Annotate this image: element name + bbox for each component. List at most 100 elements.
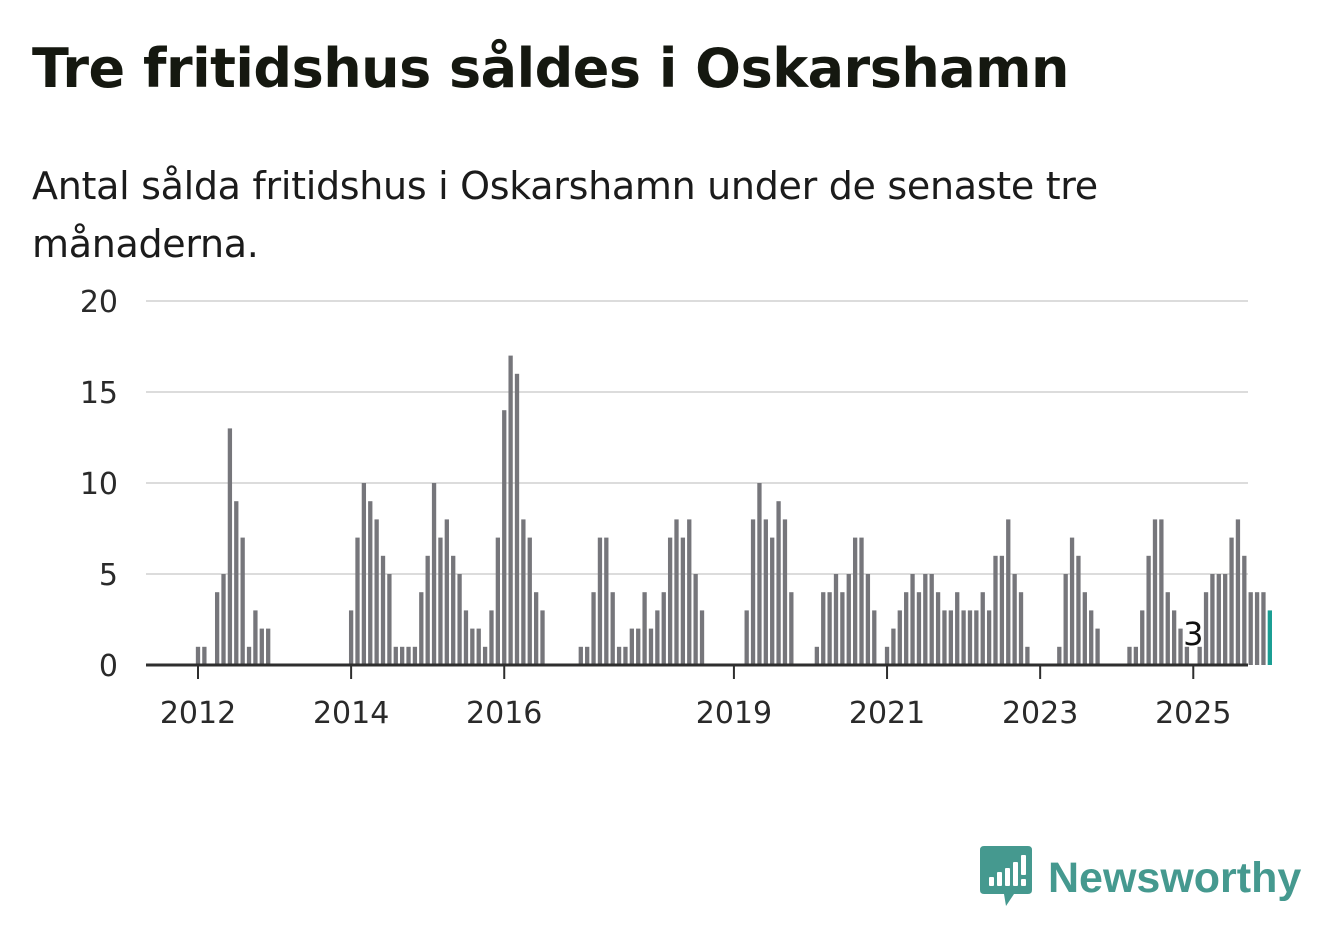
bar — [763, 519, 768, 665]
bar — [1261, 592, 1266, 665]
bar — [578, 646, 583, 665]
bar — [782, 519, 788, 665]
bar — [961, 610, 966, 665]
bar — [776, 501, 781, 665]
bar — [451, 555, 456, 665]
bar — [495, 537, 501, 665]
bar — [789, 592, 794, 665]
x-tick-label: 2023 — [1002, 696, 1078, 731]
bar — [667, 537, 673, 665]
bar — [948, 610, 953, 665]
bar — [1012, 574, 1017, 665]
x-tick-label: 2012 — [160, 696, 236, 731]
bar — [636, 628, 641, 665]
bar — [1229, 537, 1234, 665]
bar — [444, 519, 449, 665]
bar — [1171, 610, 1177, 665]
x-tick-label: 2021 — [849, 696, 925, 731]
y-axis-tick-labels: 0 5 10 15 20 — [80, 285, 118, 684]
bar — [380, 555, 386, 665]
bar — [757, 483, 762, 665]
bar — [514, 373, 520, 665]
bar — [591, 592, 596, 665]
bar — [642, 592, 647, 665]
y-tick-label: 5 — [99, 558, 118, 593]
bar — [1127, 646, 1132, 665]
bar — [253, 610, 258, 665]
bar — [597, 537, 603, 665]
bar — [1184, 646, 1190, 665]
bar — [604, 537, 609, 665]
value-annotation: 3 — [1183, 615, 1203, 653]
bar — [661, 592, 666, 665]
bar — [502, 410, 507, 665]
y-tick-label: 20 — [80, 285, 118, 320]
bar — [482, 646, 488, 665]
bar — [214, 592, 220, 665]
bar — [846, 574, 851, 665]
bar — [195, 646, 201, 665]
bar — [1203, 592, 1209, 665]
bar — [1076, 555, 1081, 665]
bar — [1178, 628, 1183, 665]
bar — [986, 610, 992, 665]
bar — [234, 501, 239, 665]
bar — [1025, 646, 1030, 665]
bar — [463, 610, 469, 665]
bar — [1223, 574, 1228, 665]
bar — [1069, 537, 1075, 665]
bar — [1063, 574, 1068, 665]
bar — [648, 628, 654, 665]
bar — [400, 646, 405, 665]
bar — [1248, 592, 1253, 665]
bar — [897, 610, 902, 665]
bar — [623, 646, 628, 665]
bar — [1210, 574, 1215, 665]
bar — [419, 592, 424, 665]
chart-title: Tre fritidshus såldes i Oskarshamn — [32, 37, 1069, 100]
bar — [891, 628, 896, 665]
bar — [470, 628, 475, 665]
bar — [655, 610, 660, 665]
bar — [993, 555, 998, 665]
bar — [852, 537, 858, 665]
bar — [1165, 592, 1170, 665]
bar — [1242, 555, 1247, 665]
bar — [1216, 574, 1221, 665]
bar — [770, 537, 775, 665]
bar — [406, 646, 411, 665]
bar — [980, 592, 985, 665]
annotations: 3 — [1183, 615, 1203, 653]
bar — [910, 574, 915, 665]
bar — [368, 501, 373, 665]
bar — [840, 592, 845, 665]
bar — [259, 628, 264, 665]
bar-chart: 0 5 10 15 20 2012 2014 2016 2019 2021 2023 2025 3 — [80, 285, 1272, 731]
bar — [1095, 628, 1100, 665]
bar — [240, 537, 245, 665]
x-tick-label: 2025 — [1155, 696, 1231, 731]
bar — [527, 537, 532, 665]
bar — [955, 592, 960, 665]
bar — [431, 483, 437, 665]
bar — [929, 574, 934, 665]
x-axis-tick-labels: 2012 2014 2016 2019 2021 2023 2025 — [160, 696, 1232, 731]
bar — [1152, 519, 1158, 665]
bar — [942, 610, 947, 665]
grid-lines — [146, 300, 1248, 575]
bar — [923, 574, 928, 665]
bar — [533, 592, 539, 665]
bar — [1082, 592, 1087, 665]
bar — [616, 646, 622, 665]
bar — [202, 646, 207, 665]
bar — [585, 646, 590, 665]
bar — [227, 428, 233, 665]
x-tick-label: 2016 — [466, 696, 542, 731]
bar — [750, 519, 756, 665]
y-tick-label: 10 — [80, 467, 118, 502]
bar — [489, 610, 494, 665]
bar — [457, 574, 462, 665]
bar — [438, 537, 443, 665]
bar — [521, 519, 526, 665]
bar — [355, 537, 360, 665]
